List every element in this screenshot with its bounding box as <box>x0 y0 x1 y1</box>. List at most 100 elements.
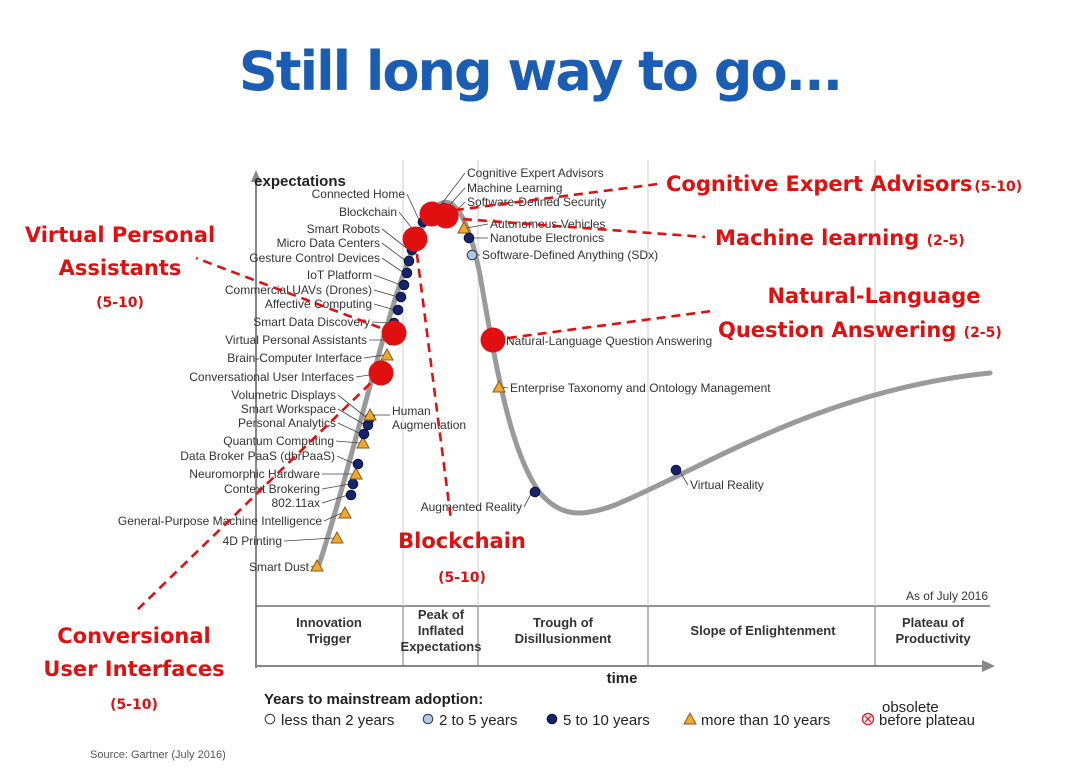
legend-marker-2to5 <box>422 713 434 725</box>
legend-marker-5to10 <box>546 713 558 725</box>
marker-personal-analytics <box>358 428 370 440</box>
highlight-connector-cui <box>134 372 382 613</box>
chart-frame <box>251 160 995 672</box>
callout-cui-line1: Conversional <box>57 624 211 648</box>
callout-vpa-years: (5-10) <box>96 295 144 311</box>
phase-label: Plateau of <box>902 615 965 630</box>
legend-item-gt10: more than 10 years <box>701 712 830 729</box>
leader-context-brokering <box>321 483 351 490</box>
tech-label-4d-printing: 4D Printing <box>223 534 282 548</box>
marker-augmented-reality <box>529 486 541 498</box>
marker-4d-printing <box>330 530 344 544</box>
marker-autonomous-vehicles <box>457 220 471 234</box>
tech-label-virtual-personal-assistants: Virtual Personal Assistants <box>225 333 367 347</box>
x-axis-arrow <box>982 660 995 672</box>
phase-label: Expectations <box>401 639 482 654</box>
leader-micro-data-centers <box>381 242 407 262</box>
leader-volumetric-displays <box>337 394 368 419</box>
leader-autonomous-vehicles <box>466 223 489 229</box>
legend: Years to mainstream adoption: obsolete l… <box>264 691 975 729</box>
callout-vpa-line2: Assistants <box>59 256 182 280</box>
legend-marker-lt2 <box>264 713 276 725</box>
callout-cea: Cognitive Expert Advisors (5-10) <box>666 172 1022 196</box>
leader-data-broker-paas-dbrpaas <box>336 455 356 465</box>
marker-brain-computer-interface <box>380 347 394 361</box>
legend-title: Years to mainstream adoption: <box>264 691 483 708</box>
leader-brain-computer-interface <box>363 354 385 359</box>
marker-gesture-control-devices <box>401 267 413 279</box>
tech-label-volumetric-displays: Volumetric Displays <box>231 388 336 402</box>
slide-title: Still long way to go... <box>239 40 841 103</box>
leader-personal-analytics <box>337 422 362 435</box>
marker-context-brokering <box>347 478 359 490</box>
tech-label-context-brokering: Context Brokering <box>224 482 320 496</box>
highlight-callouts: Cognitive Expert Advisors (5-10) Machine l… <box>25 172 1022 713</box>
marker-neuromorphic-hardware <box>349 466 363 480</box>
highlight-dot-ml <box>433 203 459 229</box>
legend-marker-gt10 <box>683 711 697 725</box>
tech-label-virtual-reality: Virtual Reality <box>690 478 764 492</box>
phase-label: Productivity <box>895 631 971 646</box>
legend-item-lt2: less than 2 years <box>281 712 394 729</box>
callout-cui-line2: User Interfaces <box>43 657 224 681</box>
tech-label-augmented-reality: Augmented Reality <box>421 500 522 514</box>
tech-label-software-defined-anything-sdx: Software-Defined Anything (SDx) <box>482 248 658 262</box>
marker-micro-data-centers <box>403 255 415 267</box>
tech-label-neuromorphic-hardware: Neuromorphic Hardware <box>189 467 320 481</box>
leader-commercial-uavs-drones <box>373 289 399 298</box>
tech-label-data-broker-paas-dbrpaas: Data Broker PaaS (dbrPaaS) <box>180 449 335 463</box>
marker-commercial-uavs-drones <box>395 291 407 303</box>
tech-label-personal-analytics: Personal Analytics <box>238 416 336 430</box>
as-of-label: As of July 2016 <box>906 589 988 603</box>
tech-label-micro-data-centers: Micro Data Centers <box>277 236 380 250</box>
legend-item-2to5: 2 to 5 years <box>439 712 517 729</box>
tech-label-software-defined-security: Software-Defined Security <box>467 195 606 209</box>
tech-label-blockchain: Blockchain <box>339 205 397 219</box>
callout-nlqa-line1: Natural-Language <box>767 284 980 308</box>
phase-label: Peak of <box>418 607 465 622</box>
highlight-connector-bc <box>413 238 453 521</box>
legend-marker-obs-cross <box>864 715 872 723</box>
marker-general-purpose-machine-intelligence <box>338 505 352 519</box>
tech-label-quantum-computing: Quantum Computing <box>223 434 334 448</box>
tech-label-smart-dust: Smart Dust <box>249 560 310 574</box>
tech-label-smart-workspace: Smart Workspace <box>241 402 336 416</box>
leader-quantum-computing <box>335 440 361 444</box>
tech-label-natural-language-question-answering: Natural-Language Question Answering <box>506 334 712 348</box>
legend-item-5to10: 5 to 10 years <box>563 712 650 729</box>
marker-enterprise-taxonomy-and-ontology-management <box>492 379 506 393</box>
tech-label-connected-home: Connected Home <box>312 187 406 201</box>
highlight-connector-ml <box>447 216 706 239</box>
marker-virtual-reality <box>670 464 682 476</box>
tech-label-smart-robots: Smart Robots <box>307 222 380 236</box>
tech-label-brain-computer-interface: Brain-Computer Interface <box>227 351 362 365</box>
tech-label-machine-learning: Machine Learning <box>467 181 562 195</box>
tech-label-802-11ax: 802.11ax <box>272 496 321 510</box>
x-axis-label: time <box>607 670 638 687</box>
tech-label-iot-platform: IoT Platform <box>307 268 372 282</box>
leader-smart-robots <box>381 228 410 251</box>
marker-affective-computing <box>392 304 404 316</box>
callout-vpa-line1: Virtual Personal <box>25 223 215 247</box>
phase-label: Trough of <box>533 615 594 630</box>
leader-affective-computing <box>373 303 396 311</box>
highlight-connectors <box>134 182 713 613</box>
marker-nanotube-electronics <box>463 232 475 244</box>
leader-4d-printing <box>283 537 335 542</box>
leader-802-11ax <box>321 494 349 504</box>
highlight-connector-nlqa <box>492 309 713 342</box>
legend-obsolete-note: obsolete <box>882 699 939 716</box>
phase-label: Slope of Enlightenment <box>690 623 836 638</box>
leader-general-purpose-machine-intelligence <box>323 512 343 522</box>
marker-software-defined-anything-sdx <box>466 249 478 261</box>
leader-smart-workspace <box>337 408 366 426</box>
tech-label-commercial-uavs-drones: Commercial UAVs (Drones) <box>225 283 372 297</box>
tech-label-enterprise-taxonomy-and-ontology-management: Enterprise Taxonomy and Ontology Managem… <box>510 381 771 395</box>
phase-dividers <box>402 160 876 666</box>
tech-label-conversational-user-interfaces: Conversational User Interfaces <box>189 370 354 384</box>
phase-label: Innovation <box>296 615 362 630</box>
callout-bc-label: Blockchain <box>398 529 526 553</box>
tech-label-smart-data-discovery: Smart Data Discovery <box>253 315 370 329</box>
leader-connected-home <box>406 193 421 223</box>
